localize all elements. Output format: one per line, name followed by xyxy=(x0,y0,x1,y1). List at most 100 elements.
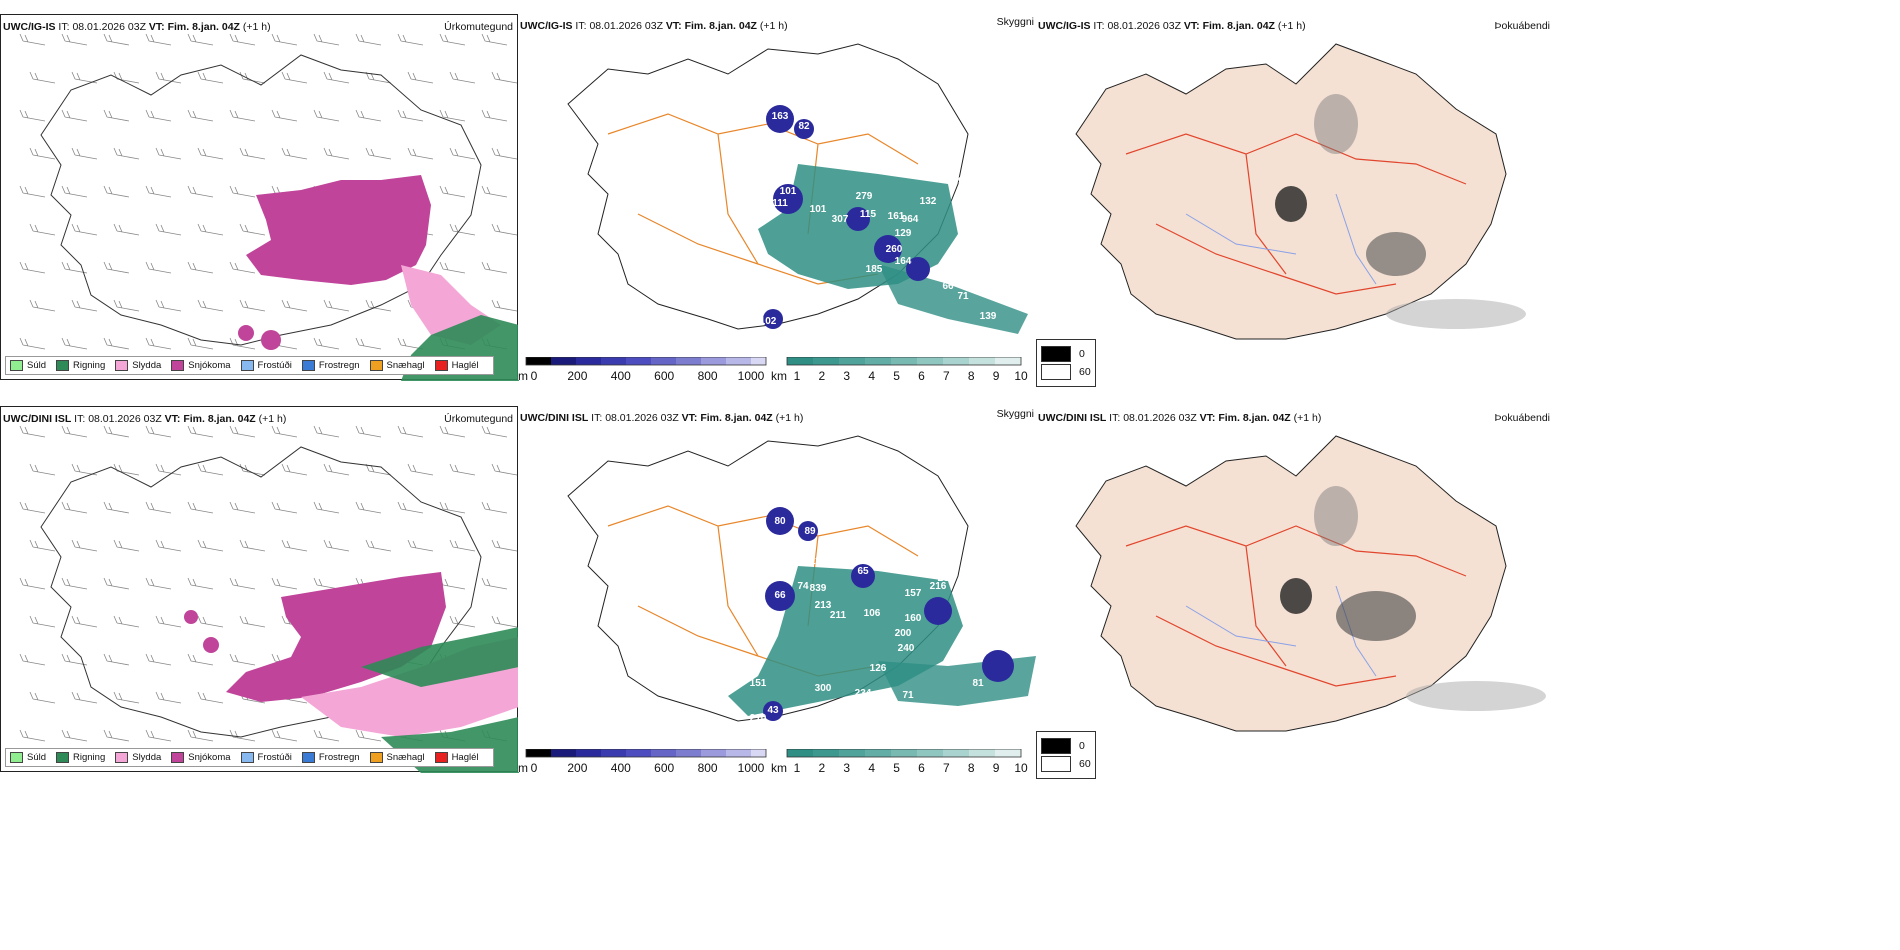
wind-barb xyxy=(113,463,140,476)
colorbar-tick-label: 3 xyxy=(843,761,851,775)
cloud-min-label: 60 xyxy=(1079,366,1091,378)
legend-item-frostúði: Frostúði xyxy=(240,360,292,371)
wind-barb xyxy=(29,539,56,552)
visibility-value-label: 132 xyxy=(920,196,937,207)
it-label: IT: xyxy=(74,413,86,425)
wind-barb xyxy=(271,109,298,122)
cloud-max-swatch xyxy=(1041,738,1071,754)
colorbar-tick-label: 6 xyxy=(918,369,925,383)
legend-item-frostregn: Frostregn xyxy=(301,752,360,763)
visibility-value-label: 126 xyxy=(870,663,887,674)
visibility-value-label: 88 xyxy=(787,139,799,150)
visibility-value-label: 99 xyxy=(802,326,814,337)
rain-region xyxy=(361,627,519,773)
snow-spot xyxy=(261,330,281,350)
visibility-value-label: 185 xyxy=(866,264,883,275)
legend-item-haglél: Haglél xyxy=(434,752,479,763)
it-value: 08.01.2026 03Z xyxy=(605,412,679,424)
snow-spot xyxy=(339,189,351,201)
precip-legend: Súld Rigning Slydda Snjókoma Frostúði Frostre… xyxy=(5,356,494,375)
wind-barb xyxy=(323,147,350,160)
wind-barb xyxy=(323,463,350,476)
vt-label: VT: xyxy=(148,21,165,33)
vt-label: VT: xyxy=(665,20,682,32)
visibility-value-label: 200 xyxy=(910,733,927,744)
wind-barb xyxy=(439,501,466,514)
wind-barb xyxy=(103,653,130,666)
wind-barb xyxy=(229,501,256,514)
wind-barb xyxy=(355,501,382,514)
wind-barb xyxy=(187,261,214,274)
wind-barb xyxy=(61,577,88,590)
fog-indicator xyxy=(1386,299,1526,329)
wind-barb xyxy=(239,223,266,236)
legend-swatch xyxy=(369,360,383,371)
panel-title-cloud: Þokuábendi xyxy=(1494,412,1550,424)
fog-indicator xyxy=(1406,681,1546,711)
visibility-value-label: 95 xyxy=(812,723,824,734)
fog-indicator xyxy=(1366,232,1426,276)
wind-barb xyxy=(197,615,224,628)
colorbar-tick-label: 7 xyxy=(942,369,950,383)
legend-label: Frostregn xyxy=(318,752,360,763)
wind-barb xyxy=(197,71,224,84)
visibility-colorbar-gradient xyxy=(786,356,1022,366)
legend-label: Snjókoma xyxy=(188,360,231,371)
wind-barb xyxy=(103,33,130,46)
wind-barb xyxy=(439,425,466,438)
colorbar-tick-label: 1000 xyxy=(737,761,765,775)
wind-barb xyxy=(491,147,518,160)
wind-barb xyxy=(439,577,466,590)
wind-barb xyxy=(145,729,172,742)
legend-label: Rigning xyxy=(73,360,106,371)
wind-barb xyxy=(491,299,518,312)
wind-barb xyxy=(145,577,172,590)
cloud-map-row1 xyxy=(1075,43,1526,340)
lead-time: (+1 h) xyxy=(258,413,287,425)
visibility-value-label: 279 xyxy=(856,191,873,202)
visibility-value-label: 71 xyxy=(957,291,969,302)
wind-barb xyxy=(145,109,172,122)
wind-barb xyxy=(113,71,140,84)
legend-item-slydda: Slydda xyxy=(115,752,161,763)
wind-barb xyxy=(145,501,172,514)
wind-barb xyxy=(355,337,382,350)
wind-barb xyxy=(197,691,224,704)
visibility-colorbar: km 1 2 3 4 5 6 7 8 9 10 xyxy=(771,748,1036,775)
rivers xyxy=(1185,193,1377,285)
legend-swatch xyxy=(369,752,383,763)
wind-barb xyxy=(187,425,214,438)
visibility-value-label: 66 xyxy=(942,281,954,292)
it-label: IT: xyxy=(591,412,603,424)
wind-barb xyxy=(365,147,392,160)
it-label: IT: xyxy=(575,20,587,32)
visibility-colorbar-gradient xyxy=(786,748,1022,758)
wind-barb xyxy=(281,147,308,160)
wind-barb xyxy=(61,501,88,514)
wind-barb xyxy=(71,463,98,476)
wind-barb xyxy=(29,71,56,84)
wind-barb xyxy=(271,501,298,514)
panel-title-precip: Úrkomutegund xyxy=(444,21,513,33)
wind-barb xyxy=(113,299,140,312)
wind-barb xyxy=(61,185,88,198)
legend-label: Haglél xyxy=(451,360,479,371)
colorbar-tick-label: 400 xyxy=(610,369,631,383)
colorbar-tick-label: 800 xyxy=(697,761,718,775)
wind-barb xyxy=(113,539,140,552)
colorbar-tick-label: 8 xyxy=(967,369,975,383)
colorbar-tick-label: 5 xyxy=(893,369,900,383)
wind-barb xyxy=(313,729,340,742)
model-name: UWC/IG-IS xyxy=(3,21,56,33)
visibility-value-label: 200 xyxy=(895,628,912,639)
colorbar-tick-label: 1 xyxy=(793,761,801,775)
visibility-value-label: 74 xyxy=(797,581,809,592)
header-row2: UWC/DINI ISL IT: 08.01.2026 03Z VT: Fim.… xyxy=(3,413,286,425)
colorbar-tick-label: 200 xyxy=(567,369,588,383)
visibility-value-label: 79 xyxy=(952,176,964,187)
fog-indicator xyxy=(1314,486,1358,546)
visibility-value-label: 160 xyxy=(905,613,922,624)
wind-barb xyxy=(19,653,46,666)
colorbar-tick-label: 4 xyxy=(868,761,875,775)
